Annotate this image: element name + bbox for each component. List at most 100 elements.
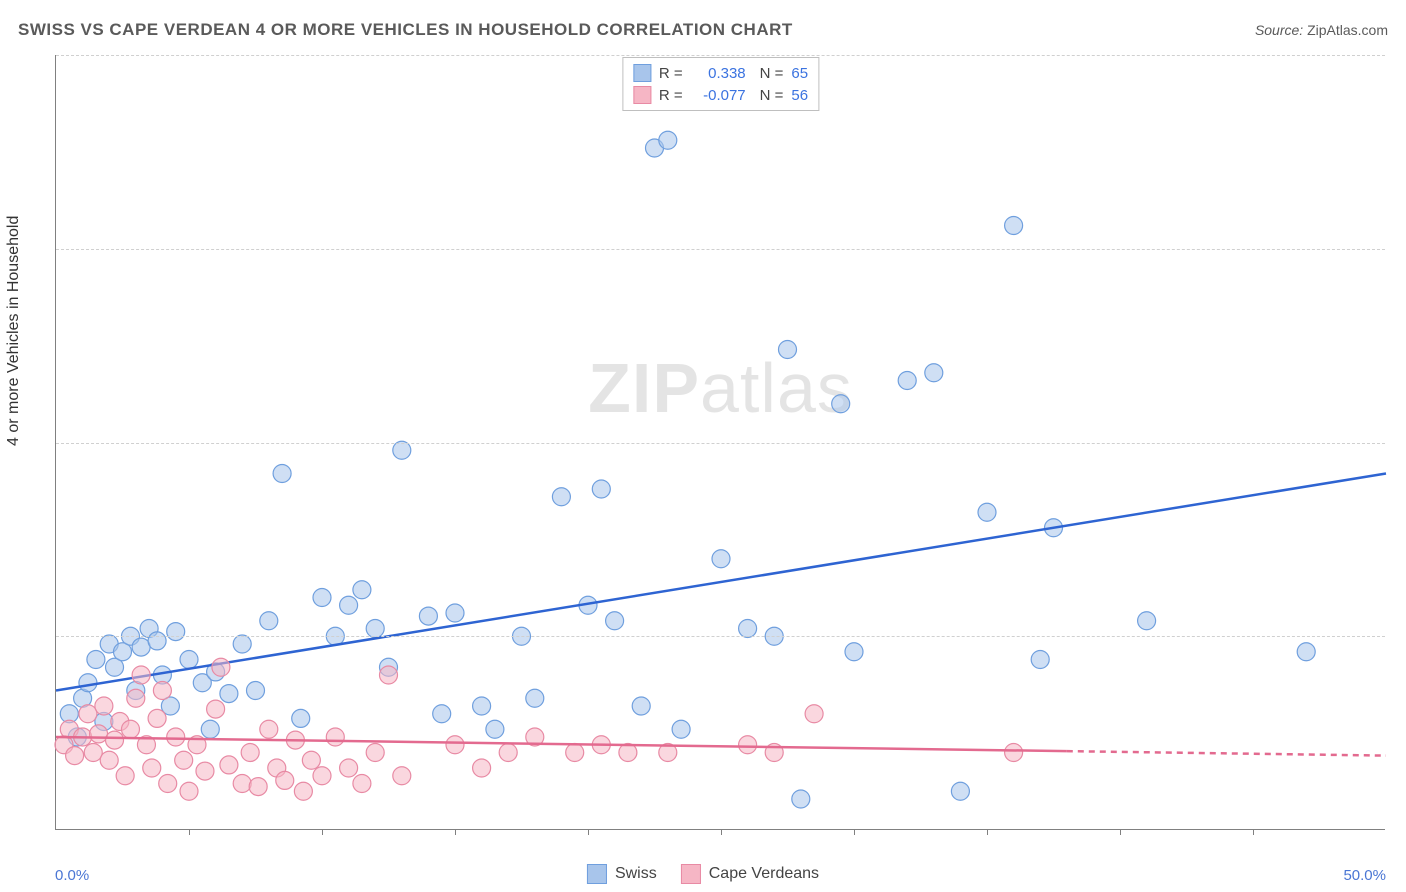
data-point [779, 341, 797, 359]
legend-item-swiss: Swiss [587, 864, 657, 884]
data-point [292, 709, 310, 727]
data-point [313, 589, 331, 607]
data-point [1138, 612, 1156, 630]
data-point [201, 720, 219, 738]
trend-line [56, 474, 1386, 691]
x-tick [854, 829, 855, 835]
data-point [106, 731, 124, 749]
data-point [84, 744, 102, 762]
data-point [925, 364, 943, 382]
grid-line [56, 636, 1385, 637]
data-point [159, 775, 177, 793]
x-tick [588, 829, 589, 835]
data-point [167, 728, 185, 746]
data-point [552, 488, 570, 506]
source-value: ZipAtlas.com [1307, 22, 1388, 38]
legend-row-swiss: R = 0.338 N = 65 [633, 62, 808, 84]
x-tick [1253, 829, 1254, 835]
trend-line [56, 737, 1067, 751]
grid-line [56, 55, 1385, 56]
data-point [132, 666, 150, 684]
data-point [66, 747, 84, 765]
data-point [1005, 744, 1023, 762]
x-tick [455, 829, 456, 835]
legend-label-swiss: Swiss [615, 865, 657, 883]
source-attribution: Source: ZipAtlas.com [1255, 22, 1388, 38]
data-point [739, 736, 757, 754]
data-point [294, 782, 312, 800]
data-point [672, 720, 690, 738]
data-point [143, 759, 161, 777]
data-point [433, 705, 451, 723]
data-point [79, 674, 97, 692]
legend-item-capeverdean: Cape Verdeans [681, 864, 819, 884]
x-origin-label: 0.0% [55, 867, 89, 884]
y-tick-label: 37.5% [1390, 240, 1406, 257]
plot-area: R = 0.338 N = 65 R = -0.077 N = 56 ZIPat… [55, 55, 1385, 830]
data-point [366, 620, 384, 638]
data-point [116, 767, 134, 785]
data-point [313, 767, 331, 785]
data-point [326, 728, 344, 746]
data-point [247, 682, 265, 700]
data-point [121, 720, 139, 738]
swatch-capeverdean-icon [681, 864, 701, 884]
legend-correlation: R = 0.338 N = 65 R = -0.077 N = 56 [622, 57, 819, 111]
n-label: N = [760, 65, 784, 82]
data-point [212, 658, 230, 676]
chart-title: SWISS VS CAPE VERDEAN 4 OR MORE VEHICLES… [18, 20, 793, 40]
data-point [180, 651, 198, 669]
swatch-swiss-icon [633, 64, 651, 82]
data-point [805, 705, 823, 723]
data-point [526, 689, 544, 707]
x-tick [987, 829, 988, 835]
data-point [832, 395, 850, 413]
data-point [90, 725, 108, 743]
data-point [127, 689, 145, 707]
data-point [632, 697, 650, 715]
r-label: R = [659, 65, 683, 82]
grid-line [56, 249, 1385, 250]
x-tick [322, 829, 323, 835]
y-tick-label: 25.0% [1390, 434, 1406, 451]
data-point [340, 596, 358, 614]
data-point [486, 720, 504, 738]
data-point [180, 782, 198, 800]
data-point [167, 623, 185, 641]
data-point [79, 705, 97, 723]
data-point [175, 751, 193, 769]
data-point [1297, 643, 1315, 661]
x-tick [1120, 829, 1121, 835]
legend-label-capeverdean: Cape Verdeans [709, 865, 819, 883]
data-point [233, 635, 251, 653]
data-point [419, 607, 437, 625]
y-tick-label: 12.5% [1390, 628, 1406, 645]
data-point [340, 759, 358, 777]
data-point [1031, 651, 1049, 669]
data-point [393, 767, 411, 785]
data-point [276, 771, 294, 789]
data-point [249, 778, 267, 796]
data-point [302, 751, 320, 769]
data-point [566, 744, 584, 762]
data-point [196, 762, 214, 780]
data-point [659, 131, 677, 149]
n-value-swiss: 65 [791, 65, 808, 82]
r-label: R = [659, 87, 683, 104]
data-point [473, 697, 491, 715]
data-point [260, 612, 278, 630]
data-point [792, 790, 810, 808]
r-value-capeverdean: -0.077 [691, 87, 746, 104]
data-point [499, 744, 517, 762]
data-point [951, 782, 969, 800]
trend-line-dashed [1067, 751, 1386, 755]
data-point [148, 632, 166, 650]
data-point [1005, 217, 1023, 235]
data-point [845, 643, 863, 661]
data-point [260, 720, 278, 738]
data-point [446, 604, 464, 622]
data-point [739, 620, 757, 638]
y-tick-label: 50.0% [1390, 47, 1406, 64]
data-point [220, 756, 238, 774]
data-point [978, 503, 996, 521]
